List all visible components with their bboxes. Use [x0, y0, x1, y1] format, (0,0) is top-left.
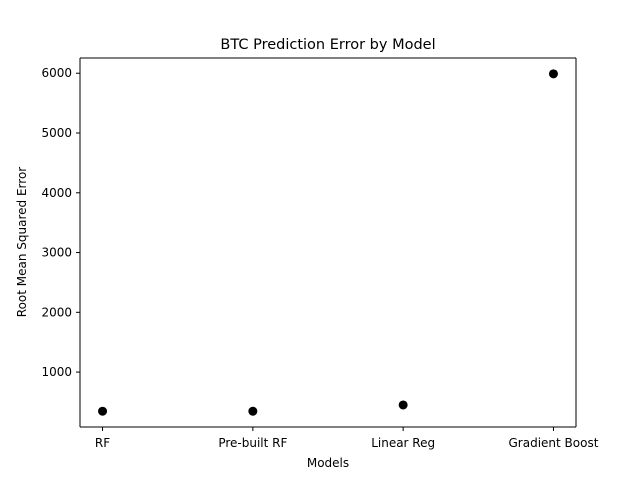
x-axis-ticks: RF Pre-built RF Linear Reg Gradient Boost — [95, 427, 599, 450]
x-tick-label: RF — [95, 436, 110, 450]
data-point — [248, 406, 258, 416]
y-tick-label: 3000 — [41, 246, 72, 260]
data-point — [398, 400, 408, 410]
x-tick-label: Gradient Boost — [508, 436, 598, 450]
y-tick-label: 1000 — [41, 365, 72, 379]
y-axis-label: Root Mean Squared Error — [15, 167, 29, 318]
y-axis-ticks: 1000 2000 3000 4000 5000 6000 — [41, 66, 80, 379]
x-axis-label: Models — [307, 456, 349, 470]
y-tick-label: 5000 — [41, 126, 72, 140]
y-tick-label: 4000 — [41, 186, 72, 200]
data-point — [548, 69, 558, 79]
chart-title: BTC Prediction Error by Model — [220, 37, 435, 53]
x-tick-label: Linear Reg — [371, 436, 435, 450]
plot-frame — [79, 57, 577, 428]
data-point — [98, 406, 108, 416]
y-tick-label: 2000 — [41, 305, 72, 319]
x-tick-label: Pre-built RF — [218, 436, 287, 450]
y-tick-label: 6000 — [41, 66, 72, 80]
data-points — [98, 69, 558, 416]
